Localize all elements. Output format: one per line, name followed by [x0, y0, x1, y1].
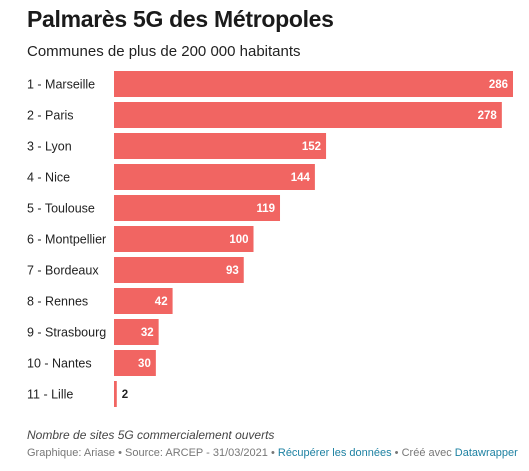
bar	[114, 71, 513, 97]
chart-footer: Graphique: Ariase • Source: ARCEP - 31/0…	[27, 447, 518, 459]
value-label: 278	[478, 110, 498, 122]
chart-subtitle: Communes de plus de 200 000 habitants	[27, 43, 301, 60]
category-label: 6 - Montpellier	[27, 233, 106, 247]
value-label: 286	[489, 79, 508, 91]
bar	[114, 133, 327, 159]
value-label: 32	[141, 327, 154, 339]
bar	[114, 350, 156, 376]
category-label: 9 - Strasbourg	[27, 326, 106, 340]
bar	[114, 102, 502, 128]
category-label: 3 - Lyon	[27, 140, 72, 154]
bar	[114, 226, 254, 252]
value-label: 100	[229, 234, 248, 246]
datawrapper-link[interactable]: Datawrapper	[454, 447, 518, 459]
category-label: 2 - Paris	[27, 109, 74, 123]
value-label: 144	[291, 172, 311, 184]
category-label: 1 - Marseille	[27, 78, 95, 92]
bar	[114, 319, 159, 345]
footer-separator: • Créé avec	[391, 447, 455, 459]
bar	[114, 164, 315, 190]
value-label: 42	[155, 296, 168, 308]
category-label: 8 - Rennes	[27, 295, 88, 309]
bar-chart: 1 - Marseille 286 2 - Paris 278 3 - Lyon 152 4…	[27, 71, 513, 407]
value-label: 119	[256, 203, 275, 215]
category-label: 5 - Toulouse	[27, 202, 95, 216]
category-label: 11 - Lille	[27, 388, 73, 402]
category-label: 10 - Nantes	[27, 357, 92, 371]
value-label: 152	[302, 141, 321, 153]
chart-title: Palmarès 5G des Métropoles	[27, 6, 334, 32]
value-label: 93	[226, 265, 239, 277]
value-label: 2	[122, 389, 128, 401]
bar	[114, 195, 281, 221]
bar	[114, 288, 173, 314]
chart-notes: Nombre de sites 5G commercialement ouver…	[27, 428, 275, 442]
bar	[114, 381, 117, 407]
footer-credit: Graphique: Ariase • Source: ARCEP - 31/0…	[27, 447, 278, 459]
bar	[114, 257, 244, 283]
get-data-link[interactable]: Récupérer les données	[277, 447, 392, 459]
value-label: 30	[138, 358, 151, 370]
category-label: 7 - Bordeaux	[27, 264, 99, 278]
category-label: 4 - Nice	[27, 171, 70, 185]
